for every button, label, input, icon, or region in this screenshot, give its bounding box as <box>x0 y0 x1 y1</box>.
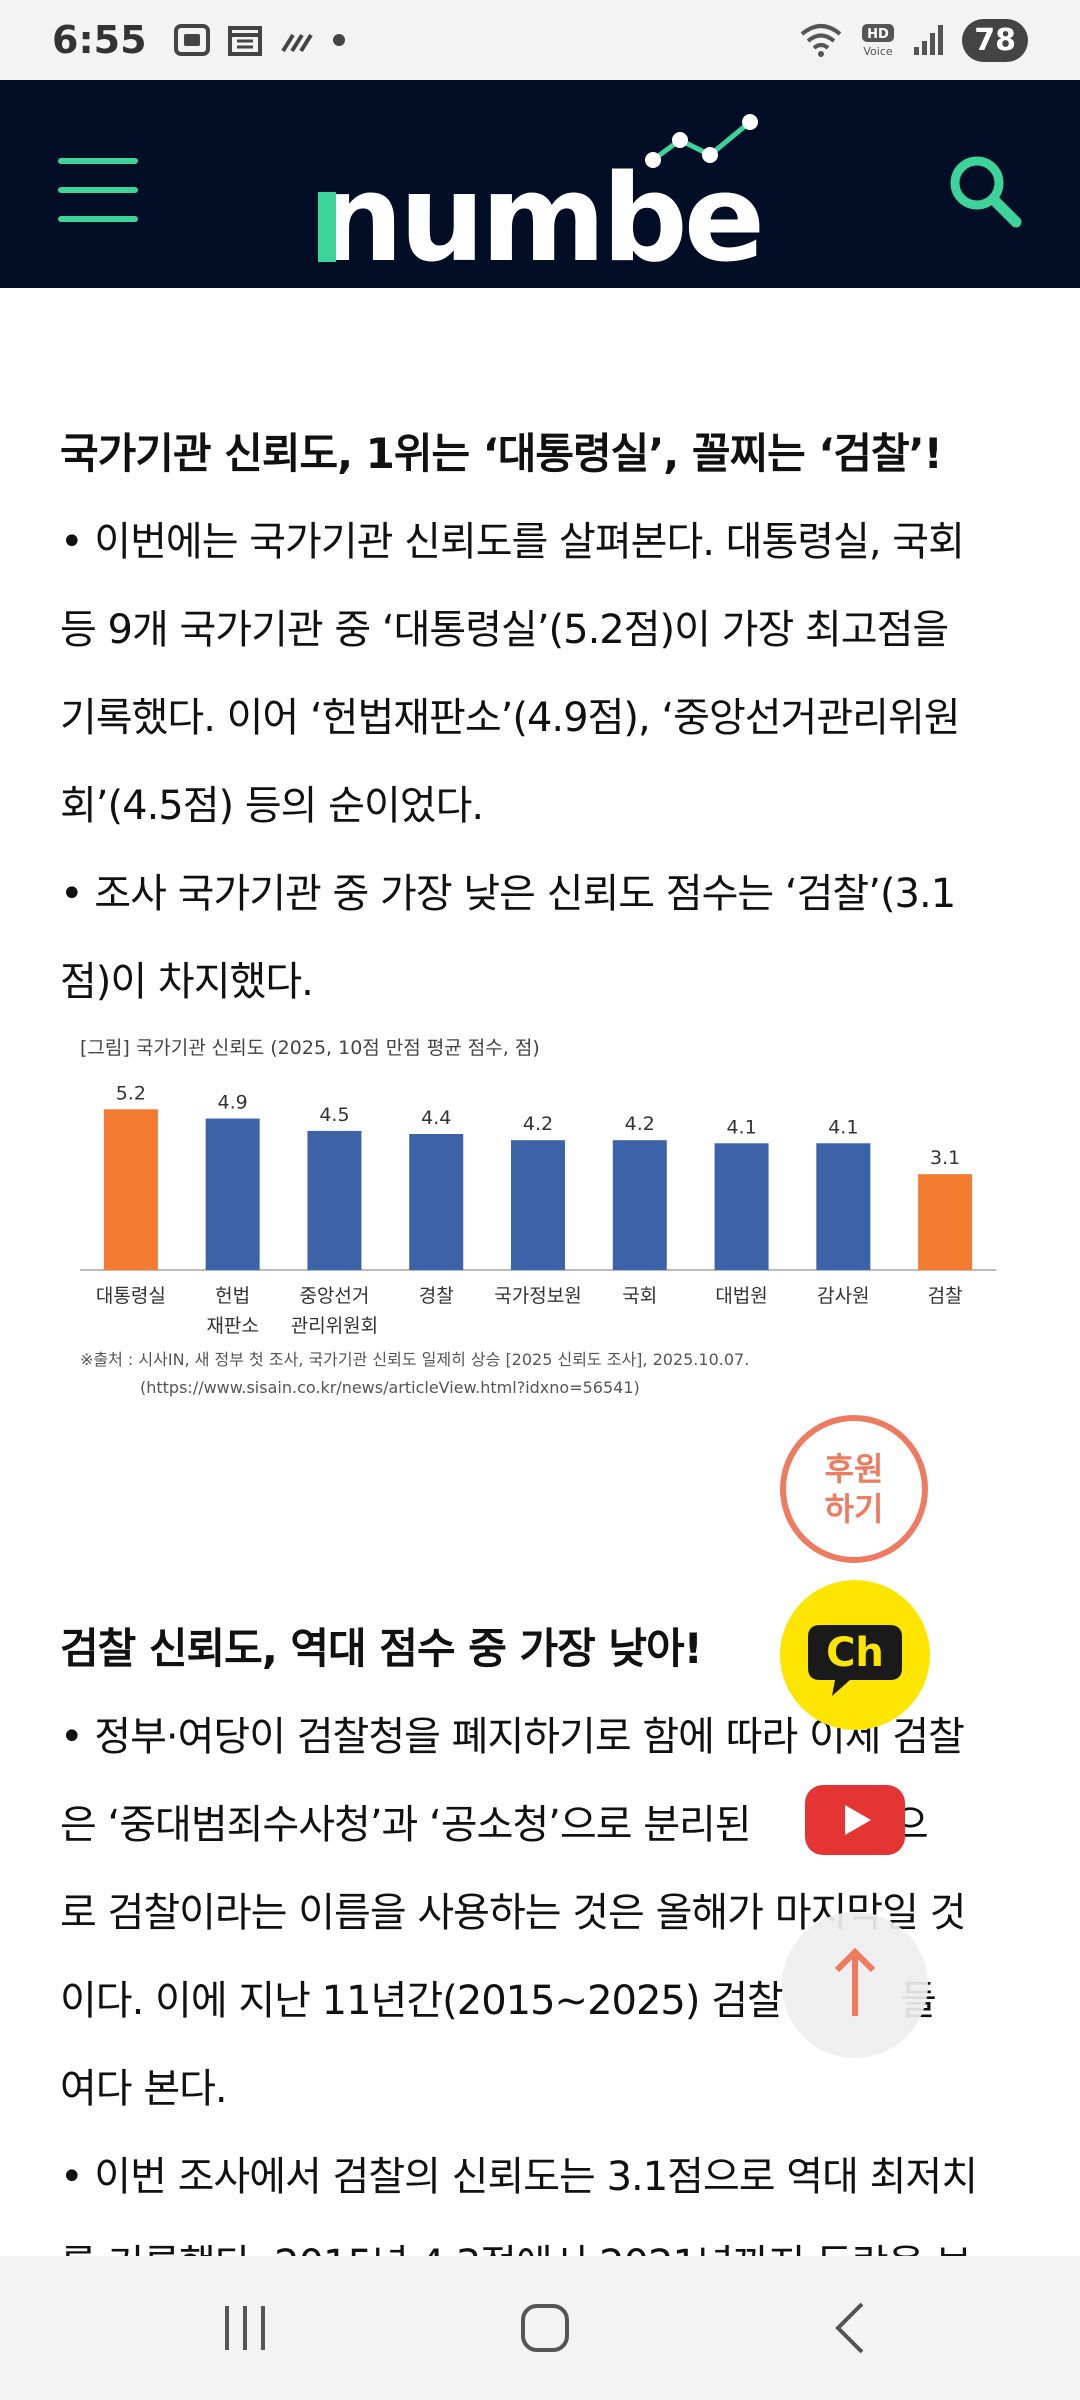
chart-bar <box>918 1174 973 1270</box>
kakao-channel-button[interactable]: Ch <box>780 1580 930 1730</box>
article-section-1: 국가기관 신뢰도, 1위는 ‘대통령실’, 꼴찌는 ‘검찰’! • 이번에는 국… <box>60 410 1020 1026</box>
system-nav-bar <box>0 2256 1080 2400</box>
donate-label-2: 하기 <box>824 1490 884 1528</box>
calendar-icon <box>227 26 262 56</box>
donate-button[interactable]: 후원 하기 <box>780 1415 928 1563</box>
paragraph-line: • 조사 국가기관 중 가장 낮은 신뢰도 점수는 ‘검찰’(3.1 <box>60 871 956 917</box>
kakao-channel-icon: Ch <box>808 1625 902 1696</box>
chart-title: [그림] 국가기관 신뢰도 (2025, 10점 만점 평균 점수, 점) <box>80 1037 540 1059</box>
chart-bar <box>205 1118 260 1270</box>
hd-voice-icon: HD Voice <box>862 24 895 58</box>
search-icon <box>950 156 1022 228</box>
paragraph-line: 회’(4.5점) 등의 순이었다. <box>60 783 484 829</box>
site-header: numbers <box>0 80 1080 288</box>
channel-label: Ch <box>826 1630 884 1676</box>
wifi-icon <box>800 24 842 57</box>
chart-bar <box>511 1140 565 1270</box>
chart-source-line-1: ※출처 : 시사IN, 새 정부 첫 조사, 국가기관 신뢰도 일제히 상승 [… <box>80 1350 749 1369</box>
menu-button[interactable] <box>58 158 138 222</box>
status-bar: 6:55 HD Voice <box>0 0 1080 80</box>
youtube-icon <box>845 1805 871 1835</box>
chart-category-label: 검찰 <box>928 1285 963 1307</box>
paragraph-line: 이다. 이에 지난 11년간(2015~2025) 검찰 들 <box>60 1978 937 2024</box>
status-time: 6:55 <box>52 18 147 62</box>
chart-category-label: 대법원 <box>715 1285 767 1307</box>
section-2-heading: 검찰 신뢰도, 역대 점수 중 가장 낮아! <box>60 1624 703 1673</box>
recent-apps-icon[interactable] <box>215 2300 275 2356</box>
chart-bar <box>612 1140 667 1270</box>
numbers-logo[interactable]: numbers <box>318 110 768 270</box>
screenshot-icon <box>173 24 210 56</box>
chart-data-label: 3.1 <box>930 1147 960 1169</box>
paragraph-line: • 이번에는 국가기관 신뢰도를 살펴본다. 대통령실, 국회 <box>60 519 965 565</box>
back-icon[interactable] <box>820 2300 880 2356</box>
chart-data-label: 4.4 <box>421 1107 451 1129</box>
battery-indicator: 78 <box>962 18 1028 62</box>
chart-source-line-2: (https://www.sisain.co.kr/news/articleVi… <box>140 1378 640 1397</box>
chart-bar <box>409 1134 464 1270</box>
chart-category-label: 감사원 <box>817 1285 869 1307</box>
chart-category-label: 국회 <box>622 1285 657 1307</box>
chart-category-label: 재판소 <box>206 1315 258 1337</box>
paragraph-line: 은 ‘중대범죄수사청’과 ‘공소청’으로 분리된 적으 <box>60 1802 929 1848</box>
chart-data-label: 5.2 <box>116 1082 146 1104</box>
paragraph-line: 점)이 차지했다. <box>60 959 314 1005</box>
paragraph-line: 여다 본다. <box>60 2066 228 2112</box>
trust-chart: [그림] 국가기관 신뢰도 (2025, 10점 만점 평균 점수, 점) 5.… <box>80 1037 996 1397</box>
chart-category-label: 경찰 <box>419 1285 454 1307</box>
chart-bar <box>103 1109 158 1270</box>
wifi-calling-icon <box>280 33 313 53</box>
paragraph-line: • 이번 조사에서 검찰의 신뢰도는 3.1점으로 역대 최저치 <box>60 2154 978 2200</box>
chart-bar <box>307 1130 362 1270</box>
chart-data-label: 4.2 <box>625 1113 655 1135</box>
chart-category-label: 중앙선거 <box>299 1285 369 1307</box>
svg-text:HD: HD <box>867 27 889 42</box>
search-button[interactable] <box>944 150 1024 230</box>
scroll-top-button[interactable] <box>782 1912 928 2058</box>
section-1-heading: 국가기관 신뢰도, 1위는 ‘대통령실’, 꼴찌는 ‘검찰’! <box>60 429 943 478</box>
youtube-button[interactable] <box>805 1785 905 1855</box>
chart-data-label: 4.2 <box>523 1113 553 1135</box>
hamburger-icon <box>58 158 138 164</box>
chart-category-label: 관리위원회 <box>291 1315 378 1337</box>
article-section-2: 검찰 신뢰도, 역대 점수 중 가장 낮아! • 정부·여당이 검찰청을 폐지하… <box>60 1605 1020 2309</box>
paragraph-line: • 정부·여당이 검찰청을 폐지하기로 함에 따라 이제 검찰 <box>60 1714 965 1760</box>
chart-data-label: 4.1 <box>828 1116 858 1138</box>
chart-data-label: 4.1 <box>726 1116 756 1138</box>
home-icon[interactable] <box>515 2298 575 2358</box>
chart-category-label: 대통령실 <box>96 1285 166 1307</box>
chart-data-label: 4.5 <box>319 1104 349 1126</box>
chart-category-label: 헌법 <box>215 1285 250 1307</box>
donate-label-1: 후원 <box>824 1450 884 1488</box>
signal-icon <box>914 25 944 55</box>
logo-text: numbers <box>318 150 768 270</box>
svg-text:Voice: Voice <box>864 45 894 58</box>
dot-icon <box>332 34 345 46</box>
paragraph-line: 등 9개 국가기관 중 ‘대통령실’(5.2점)이 가장 최고점을 <box>60 607 949 653</box>
chart-bar <box>816 1143 871 1270</box>
arrow-up-icon <box>834 1947 876 2016</box>
paragraph-line: 기록했다. 이어 ‘헌법재판소’(4.9점), ‘중앙선거관리위원 <box>60 695 961 741</box>
chart-category-label: 국가정보원 <box>494 1285 581 1307</box>
chart-bar <box>714 1143 769 1270</box>
chart-data-label: 4.9 <box>218 1092 248 1114</box>
